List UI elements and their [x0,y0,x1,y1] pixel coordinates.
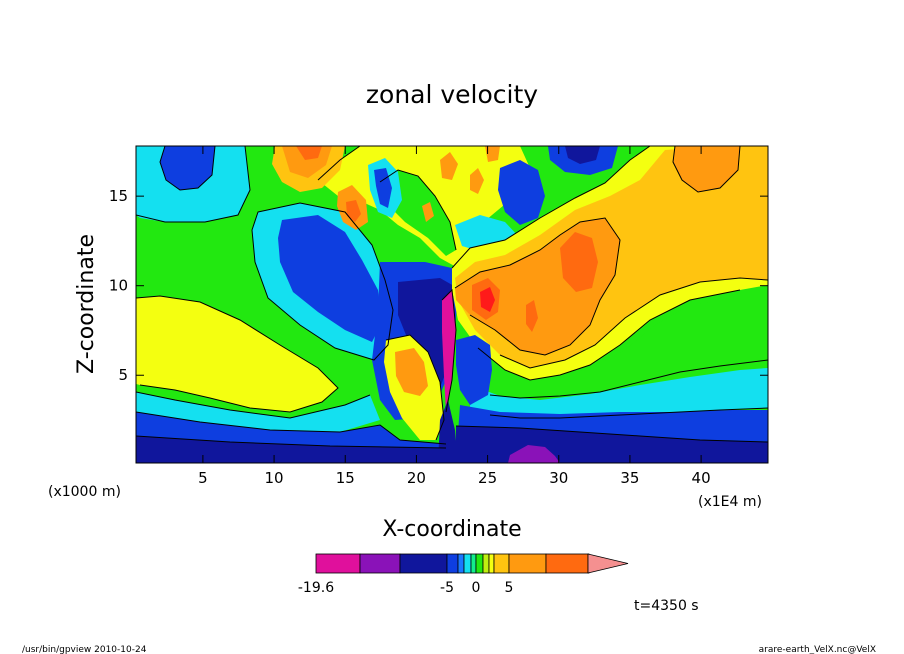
colorbar-tick-label: 5 [505,580,514,596]
colorbar-segment [399,553,448,574]
colorbar-segment [315,553,361,574]
time-annotation: t=4350 s [634,598,699,614]
colorbar: -19.6 -5 0 5 [298,553,629,596]
colorbar-segment [446,553,459,574]
contour-upstream-yellow-tongue [136,296,338,412]
colorbar-segment [508,553,547,574]
contour-downslope-jet-core [442,290,456,412]
contour-lines [136,146,768,449]
contour-lee-upper-deep-blue [565,146,600,164]
contour-upper-right-orange [673,146,740,192]
contour-upper-red-cell-a [346,200,361,222]
x-tick-label: 40 [692,469,711,487]
colorbar-segment [488,553,495,574]
contour-lee-maximum [480,287,495,312]
x-tick-label: 15 [336,469,355,487]
x-unit-note: (x1E4 m) [698,494,762,510]
contour-small-cells [422,146,500,222]
colorbar-segment [482,553,490,574]
contour-upper-left-easterly [160,146,215,190]
footer-right: arare-earth_VelX.nc@VelX [759,645,876,654]
x-tick-label: 10 [265,469,284,487]
contour-lee-upper-blue-a [498,160,545,225]
colorbar-extend-arrow [587,553,629,574]
colorbar-segment [457,553,465,574]
x-axis-label: X-coordinate [382,517,521,542]
contour-upper-red-cell-c [296,146,322,160]
contour-surface-deep-blue [136,436,446,463]
x-tick-label: 30 [549,469,568,487]
colorbar-segment [475,553,484,574]
contour-upper-turbulence-blue [374,168,392,208]
y-tick-label: 10 [109,277,128,295]
footer-left: /usr/bin/gpview 2010-10-24 [22,645,147,654]
contour-lee-surface-purple [508,445,560,463]
x-tick-label: 20 [407,469,426,487]
contour-upper-orange-cell-c [282,146,332,178]
y-tick-label: 5 [118,366,128,384]
contour-midlevel-blue [278,215,382,342]
contour-upstream-cyan-band [136,392,380,432]
colorbar-tick-label: 0 [472,580,481,596]
x-tick-label: 5 [198,469,208,487]
contour-lee-green-band [470,296,768,398]
colorbar-tick-label: -19.6 [298,580,334,596]
y-tick-label: 15 [109,187,128,205]
colorbar-segment [470,553,477,574]
colorbar-segment [359,553,401,574]
colorbar-tick-label: -5 [440,580,454,596]
contour-mountain-orange [395,348,428,396]
y-unit-note: (x1000 m) [48,484,121,500]
x-axis-ticks: 5 10 15 20 25 30 35 40 [198,146,711,487]
y-axis-ticks: 5 10 15 [109,187,768,384]
contour-lee-red-b [560,232,598,292]
x-tick-label: 35 [620,469,639,487]
contour-lee-red-c [526,300,538,332]
plot-frame [135,145,769,464]
contour-mountain-peak-deep-blue [438,400,458,463]
colorbar-segment [463,553,472,574]
x-tick-label: 25 [478,469,497,487]
colorbar-segment [493,553,510,574]
plot-area [136,146,768,463]
chart-title: zonal velocity [366,80,538,109]
colorbar-segment [545,553,589,574]
contour-jet-deep-blue [398,278,454,402]
y-axis-label: Z-coordinate [74,234,99,374]
contour-lee-cyan-band [470,368,768,418]
